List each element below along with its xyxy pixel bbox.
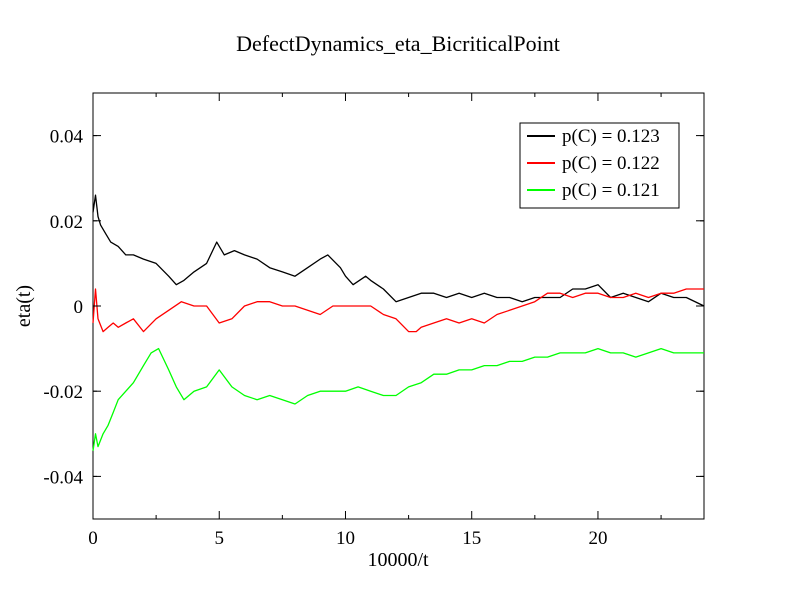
y-axis-label: eta(t)	[13, 285, 35, 327]
legend: p(C) = 0.123 p(C) = 0.122 p(C) = 0.121	[519, 122, 680, 209]
x-tick-label: 15	[462, 528, 481, 549]
x-tick-label: 10	[336, 528, 355, 549]
legend-label-2: p(C) = 0.122	[562, 153, 660, 174]
series-line-1	[92, 194, 705, 307]
legend-label-1: p(C) = 0.123	[562, 126, 660, 147]
legend-box	[519, 122, 680, 209]
x-tick-label: 20	[588, 528, 607, 549]
series-line-3	[92, 347, 704, 451]
x-axis-label: 10000/t	[367, 549, 429, 571]
x-tick-label: 0	[88, 528, 98, 549]
series-layer	[92, 194, 705, 451]
series-line-2	[92, 288, 704, 333]
y-tick-label: -0.04	[43, 467, 83, 488]
legend-label-3: p(C) = 0.121	[562, 180, 660, 201]
y-tick-label: 0.02	[50, 212, 83, 233]
x-tick-label: 5	[214, 528, 224, 549]
y-tick-label: 0	[74, 297, 84, 318]
axis-ticks: 0 5 10 15 20 -0.04 -0.02 0 0.02 0.04	[43, 93, 704, 549]
chart-title: DefectDynamics_eta_BicriticalPoint	[236, 31, 560, 56]
y-tick-label: -0.02	[43, 382, 83, 403]
y-tick-label: 0.04	[50, 127, 84, 148]
